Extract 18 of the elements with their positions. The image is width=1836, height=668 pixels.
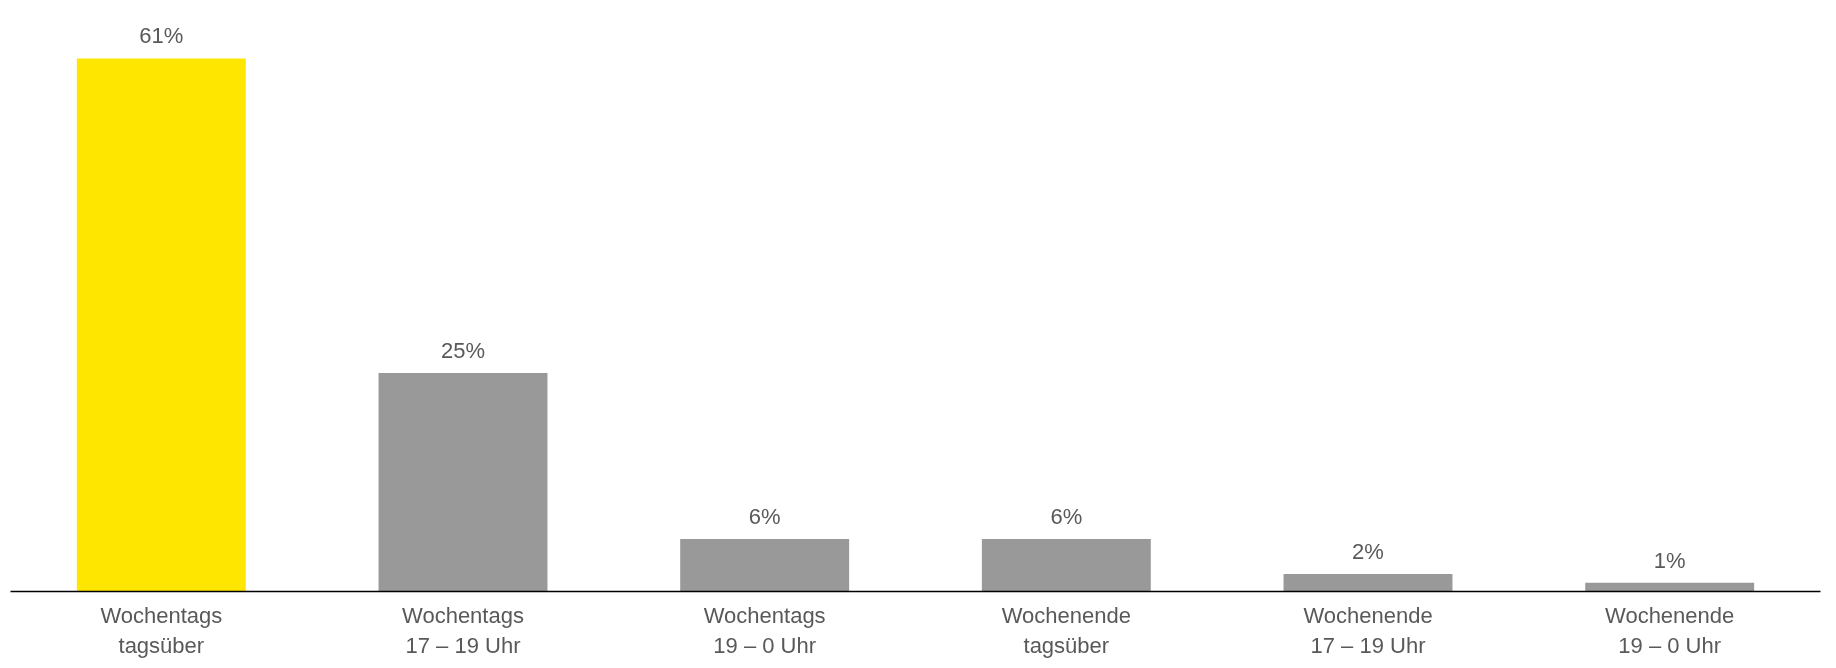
- bar: [76, 58, 246, 592]
- bar: [680, 539, 850, 592]
- x-tick-label: Wochentags tagsüber: [100, 602, 223, 658]
- bar: [1585, 582, 1755, 592]
- data-label: 6%: [748, 504, 781, 530]
- data-label: 61%: [139, 23, 184, 49]
- x-tick-label: Wochentags 19 – 0 Uhr: [703, 602, 826, 658]
- bar: [378, 373, 548, 592]
- data-label: 2%: [1352, 539, 1384, 565]
- x-tick-label: Wochentags 17 – 19 Uhr: [402, 602, 524, 658]
- bar: [981, 539, 1151, 592]
- data-label: 6%: [1050, 504, 1083, 530]
- data-label: 1%: [1653, 547, 1686, 573]
- x-tick-label: Wochenende tagsüber: [1001, 602, 1131, 658]
- x-tick-label: Wochenende 19 – 0 Uhr: [1605, 602, 1735, 658]
- data-label: 25%: [440, 338, 486, 364]
- x-tick-label: Wochenende 17 – 19 Uhr: [1303, 602, 1433, 658]
- bar: [1283, 574, 1453, 592]
